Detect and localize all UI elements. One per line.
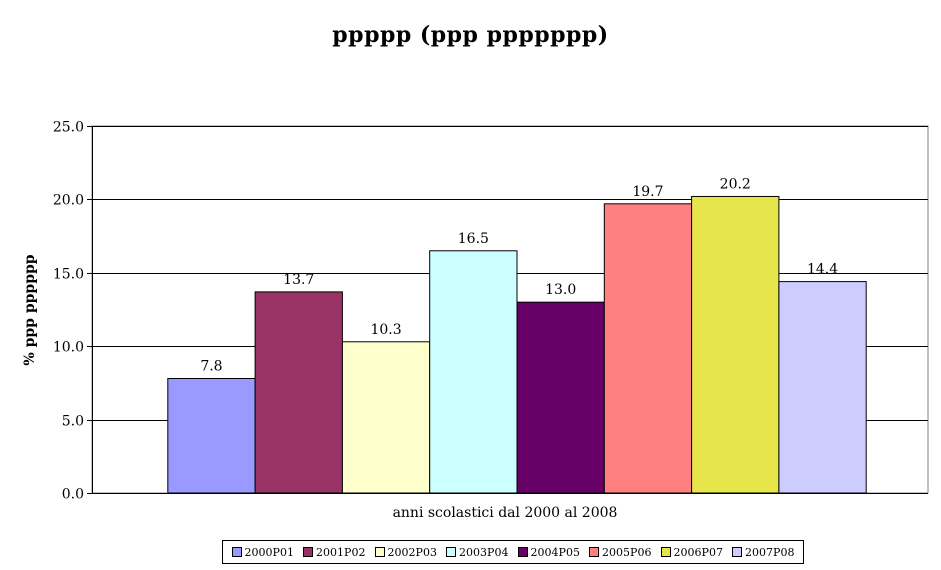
y-tick-label: 5.0 — [62, 414, 84, 430]
legend-item-2007P08: 2007P08 — [732, 546, 794, 559]
y-tick-label: 10.0 — [53, 340, 84, 356]
data-labels: 7.8 13.7 10.3 16.5 13.0 19.7 20.2 14.4 — [200, 176, 838, 374]
legend-item-2000P01: 2000P01 — [231, 545, 294, 559]
chart-title: ppppp (ppp ppppppp) — [332, 22, 609, 48]
x-axis-label: anni scolastici dal 2000 al 2008 — [392, 505, 618, 521]
legend-swatch — [374, 547, 385, 557]
legend: 2000P01 2001P02 2002P03 2003P04 2004P05 2005P… — [222, 540, 804, 564]
bar-2001P02 — [254, 291, 343, 494]
legend-label: 2001P02 — [316, 545, 366, 559]
legend-label: 2004P05 — [530, 545, 580, 559]
legend-label: 2003P04 — [459, 545, 509, 559]
bars — [167, 195, 867, 494]
bar-2003P04 — [429, 250, 518, 494]
legend-item-2002P03: 2002P03 — [374, 545, 437, 559]
y-tick-label: 25.0 — [53, 120, 84, 136]
legend-swatch — [589, 547, 600, 557]
data-label-2003P04: 16.5 — [458, 231, 489, 247]
legend-swatch — [303, 547, 314, 557]
data-label-2000P01: 7.8 — [200, 358, 222, 374]
legend-item-2005P06: 2005P06 — [589, 546, 651, 559]
legend-swatch — [660, 547, 671, 557]
y-tick-label: 20.0 — [53, 193, 84, 209]
legend-item-2001P02: 2001P02 — [303, 546, 365, 559]
data-label-2005P06: 19.7 — [632, 184, 663, 200]
legend-swatch — [732, 547, 743, 557]
bar-2000P01 — [167, 377, 256, 494]
y-tick-label: 15.0 — [53, 267, 84, 283]
legend-label: 2005P06 — [602, 545, 652, 559]
data-label-2004P05: 13.0 — [545, 282, 576, 298]
legend-swatch — [517, 547, 528, 557]
legend-item-2006P07: 2006P07 — [660, 545, 723, 559]
legend-label: 2006P07 — [673, 545, 723, 559]
data-label-2006P07: 20.2 — [720, 176, 751, 192]
legend-swatch — [446, 547, 457, 557]
y-axis-label: % ppp pppppp — [22, 254, 38, 366]
bar-2007P08 — [778, 281, 867, 494]
bar-2004P05 — [516, 301, 605, 494]
legend-item-2004P05: 2004P05 — [517, 545, 580, 559]
legend-swatch — [231, 547, 242, 557]
legend-label: 2007P08 — [745, 545, 795, 559]
legend-label: 2002P03 — [387, 545, 437, 559]
bar-2005P06 — [603, 203, 693, 494]
data-label-2001P02: 13.7 — [283, 272, 314, 288]
data-label-2007P08: 14.4 — [807, 262, 838, 278]
bar-2006P07 — [691, 195, 780, 494]
bar-2002P03 — [341, 341, 431, 494]
axes: 0.0 5.0 10.0 15.0 20.0 25.0 — [53, 120, 928, 503]
legend-item-2003P04: 2003P04 — [446, 546, 508, 559]
y-tick-label: 0.0 — [62, 487, 84, 503]
data-label-2002P03: 10.3 — [370, 322, 401, 338]
legend-label: 2000P01 — [244, 545, 294, 559]
